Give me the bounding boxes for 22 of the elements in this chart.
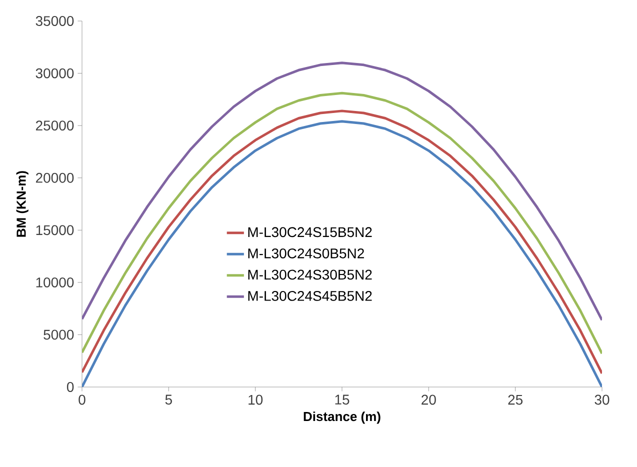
x-tick-label: 15 <box>335 394 350 405</box>
x-tick-label: 30 <box>594 394 610 405</box>
legend-label: M-L30C24S45B5N2 <box>248 290 372 301</box>
legend-label: M-L30C24S0B5N2 <box>248 248 364 258</box>
x-tick-label: 10 <box>248 394 263 405</box>
x-tick-label: 0 <box>78 394 86 405</box>
y-tick-label: 5000 <box>44 330 74 340</box>
y-tick-label: 30000 <box>36 68 74 78</box>
x-tick-label: 5 <box>165 394 172 405</box>
y-tick-label: 25000 <box>36 120 74 131</box>
y-tick-label: 35000 <box>36 16 74 26</box>
y-tick-label: 0 <box>66 382 74 392</box>
x-axis-title: Distance (m) <box>304 412 380 424</box>
legend-label: M-L30C24S15B5N2 <box>248 227 372 238</box>
y-tick-label: 10000 <box>36 277 74 288</box>
line-series <box>82 62 602 322</box>
x-tick-label: 20 <box>422 394 436 405</box>
x-tick-label: 25 <box>508 394 523 405</box>
y-axis-title: BM (KN-m) <box>16 171 28 237</box>
legend-label: M-L30C24S30B5N2 <box>248 270 372 280</box>
y-tick-label: 20000 <box>36 172 74 183</box>
y-tick-label: 15000 <box>36 225 74 236</box>
